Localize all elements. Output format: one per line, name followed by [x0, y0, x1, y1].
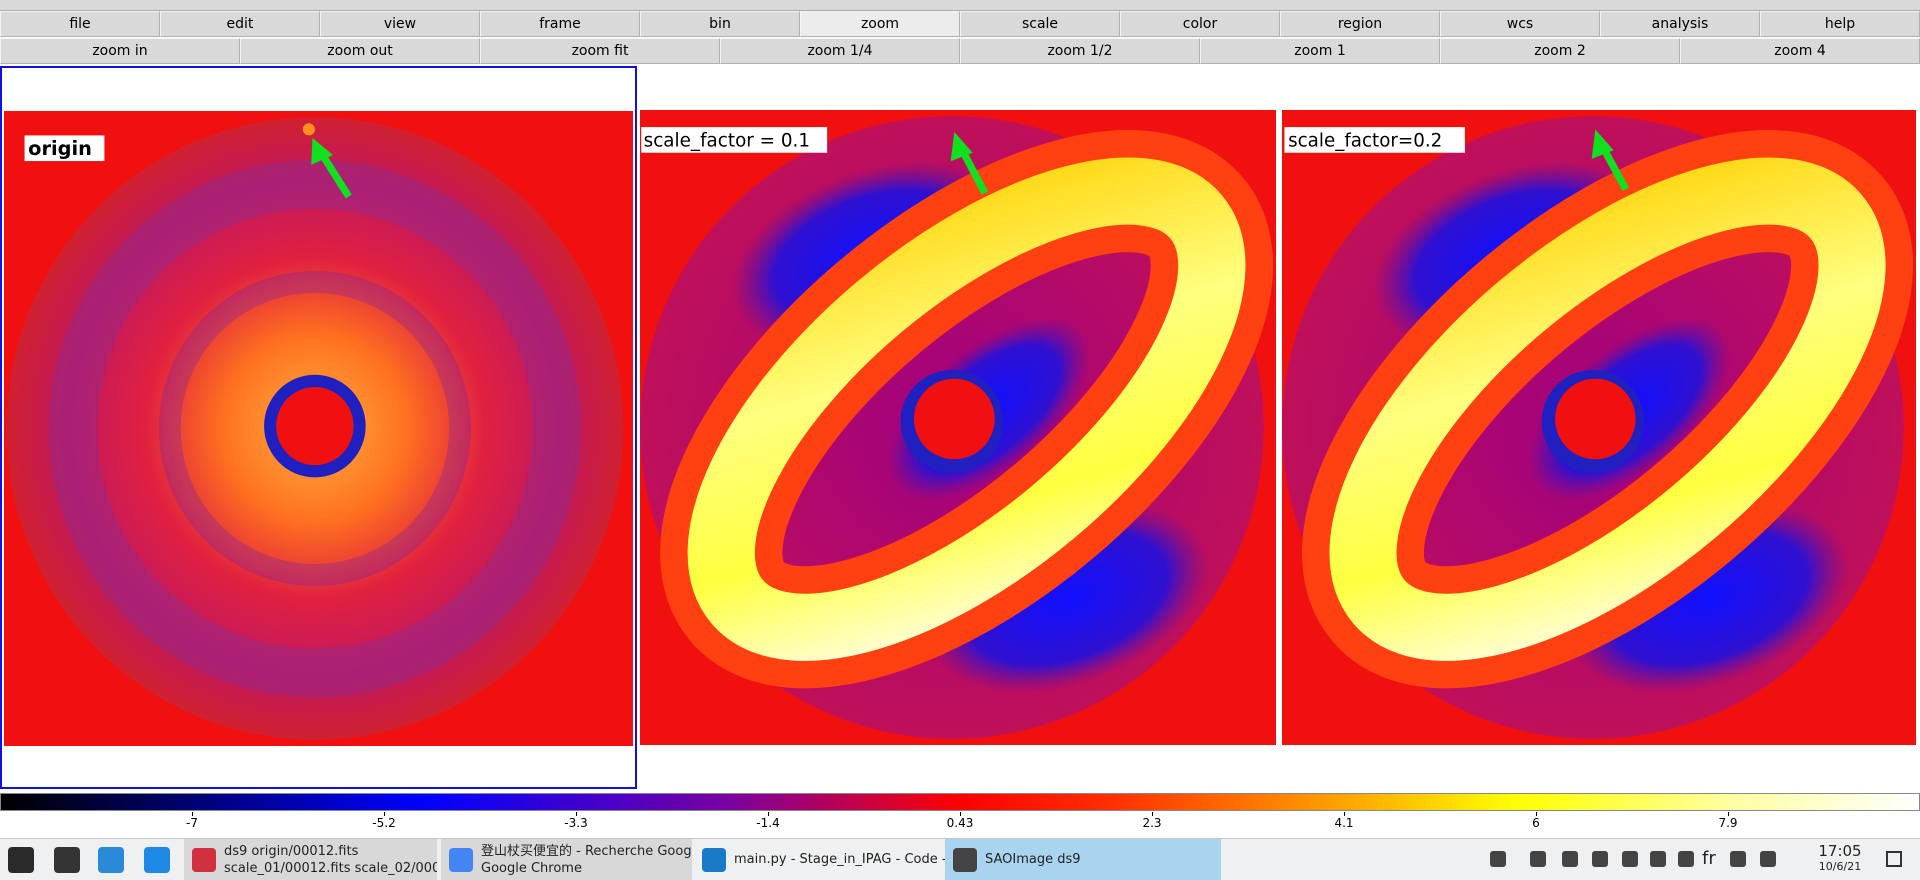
- task-button[interactable]: SAOImage ds9: [945, 839, 1221, 880]
- menu-item[interactable]: bin: [640, 11, 800, 37]
- menu-item[interactable]: file: [0, 11, 160, 37]
- tray-icon[interactable]: [1562, 851, 1578, 867]
- clock[interactable]: 17:05 10/6/21: [1812, 842, 1868, 873]
- tick-label: 2.3: [1142, 816, 1162, 830]
- launcher-icon[interactable]: [8, 847, 34, 873]
- button[interactable]: zoom out: [240, 38, 480, 64]
- menu-item[interactable]: edit: [160, 11, 320, 37]
- files-icon[interactable]: [144, 847, 170, 873]
- frame-scale-02[interactable]: scale_factor=0.2: [1282, 65, 1918, 790]
- frame-scale-01[interactable]: scale_factor = 0.1: [640, 65, 1276, 790]
- frame-label: origin: [28, 137, 92, 160]
- tick-label: -1.4: [756, 816, 780, 830]
- tray-icon[interactable]: [1490, 851, 1506, 867]
- task-icon: [192, 848, 216, 872]
- tick-mark: [384, 812, 385, 816]
- image: scale_factor=0.2: [1282, 110, 1916, 745]
- tick-mark: [576, 812, 577, 816]
- task-title: scale_01/00012.fits scale_02/00012...: [224, 860, 437, 876]
- tray-icon[interactable]: [1730, 851, 1746, 867]
- tick-label: -3.3: [564, 816, 588, 830]
- task-icon: [449, 848, 473, 872]
- tray-icon[interactable]: [1650, 851, 1666, 867]
- frame-label: scale_factor=0.2: [1288, 131, 1442, 152]
- colorbar: [0, 793, 1920, 811]
- menu-item[interactable]: view: [320, 11, 480, 37]
- tray-icon[interactable]: [1622, 851, 1638, 867]
- title-strip: [0, 0, 1920, 11]
- task-button[interactable]: ds9 origin/00012.fits scale_01/00012.fits…: [184, 839, 437, 880]
- tick-mark: [768, 812, 769, 816]
- tick-mark: [1536, 812, 1537, 816]
- tick-mark: [1152, 812, 1153, 816]
- menu-item[interactable]: help: [1760, 11, 1920, 37]
- button[interactable]: zoom 1/2: [960, 38, 1200, 64]
- task-button[interactable]: main.py - Stage_in_IPAG - Code - OS: [694, 839, 945, 880]
- button[interactable]: zoom 2: [1440, 38, 1680, 64]
- tick-label: 4.1: [1334, 816, 1354, 830]
- image: origin: [4, 111, 633, 746]
- menu-item[interactable]: analysis: [1600, 11, 1760, 37]
- button[interactable]: zoom 1: [1200, 38, 1440, 64]
- task-title: Google Chrome: [481, 860, 582, 876]
- tray-icon[interactable]: [1760, 851, 1776, 867]
- task-title: 登山杖买便宜的 - Recherche Google: [481, 843, 692, 859]
- frame-origin[interactable]: origin: [0, 66, 637, 789]
- button[interactable]: zoom 4: [1680, 38, 1920, 64]
- button[interactable]: zoom fit: [480, 38, 720, 64]
- tick-label: 7.9: [1718, 816, 1738, 830]
- tick-mark: [960, 812, 961, 816]
- colorbar-ticks: -7 -5.2 -3.3 -1.4 0.43 2.3 4.1 6 7.9: [0, 812, 1920, 836]
- tray-icon[interactable]: [1592, 851, 1608, 867]
- menu-bar: file edit view frame bin zoom scale color region…: [0, 11, 1920, 37]
- time: 17:05: [1818, 842, 1862, 860]
- button-bar: zoom in zoom out zoom fit zoom 1/4 zoom 1/2 z…: [0, 38, 1920, 64]
- tray-icon[interactable]: [1530, 851, 1546, 867]
- button[interactable]: zoom in: [0, 38, 240, 64]
- tick-mark: [1344, 812, 1345, 816]
- show-desktop[interactable]: [1886, 851, 1902, 867]
- image: scale_factor = 0.1: [640, 110, 1276, 745]
- menu-item[interactable]: scale: [960, 11, 1120, 37]
- tick-label: 6: [1532, 816, 1540, 830]
- task-title: main.py - Stage_in_IPAG - Code - OS: [734, 852, 945, 867]
- button[interactable]: zoom 1/4: [720, 38, 960, 64]
- date: 10/6/21: [1818, 860, 1862, 873]
- menu-item[interactable]: zoom: [800, 11, 960, 37]
- tick-label: -5.2: [372, 816, 396, 830]
- tray-icon[interactable]: [1678, 851, 1694, 867]
- language[interactable]: fr: [1702, 848, 1716, 869]
- tick-mark: [192, 812, 193, 816]
- menu-item[interactable]: color: [1120, 11, 1280, 37]
- task-title: SAOImage ds9: [985, 852, 1081, 867]
- task-title: ds9 origin/00012.fits: [224, 843, 359, 859]
- frames-area: origin scale_factor = 0.1: [0, 65, 1920, 790]
- settings-icon[interactable]: [54, 847, 80, 873]
- store-icon[interactable]: [98, 847, 124, 873]
- task-button[interactable]: 登山杖买便宜的 - Recherche Google Google Chrome: [441, 839, 692, 880]
- menu-item[interactable]: region: [1280, 11, 1440, 37]
- tick-label: 0.43: [946, 816, 974, 830]
- frame-label: scale_factor = 0.1: [644, 131, 810, 152]
- menu-item[interactable]: wcs: [1440, 11, 1600, 37]
- tick-mark: [1728, 812, 1729, 816]
- task-icon: [953, 848, 977, 872]
- task-icon: [702, 848, 726, 872]
- menu-item[interactable]: frame: [480, 11, 640, 37]
- tick-label: -7: [186, 816, 198, 830]
- taskbar: ds9 origin/00012.fits scale_01/00012.fits…: [0, 838, 1920, 880]
